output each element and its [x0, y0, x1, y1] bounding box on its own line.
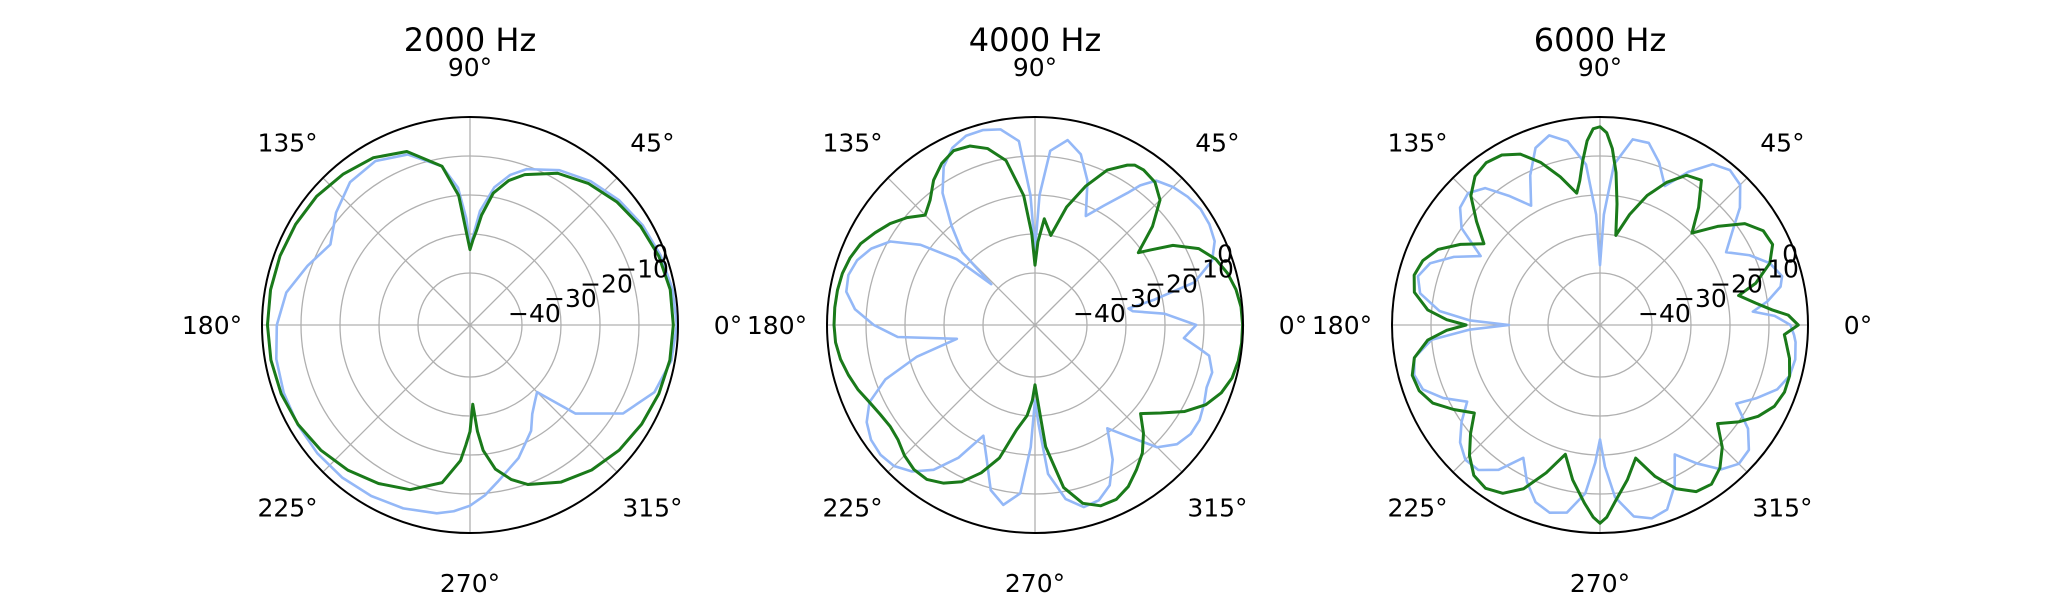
- r-gridline: [1430, 155, 1770, 495]
- chart-title: 6000 Hz: [1534, 21, 1666, 59]
- chart-title: 2000 Hz: [404, 21, 536, 59]
- r-gridline: [378, 233, 562, 417]
- r-tick-label: 0: [1782, 239, 1798, 268]
- r-tick-label: −40: [1638, 299, 1691, 328]
- theta-gridline: [1599, 177, 1748, 326]
- theta-gridline: [469, 324, 618, 473]
- theta-tick-label-0: 0°: [1844, 311, 1872, 340]
- r-tick-label: 0: [652, 239, 668, 268]
- theta-tick-label-270: 270°: [440, 569, 500, 598]
- polar-chart-4000-hz: 4000 Hz 0° 45° 90° 135° 180° 225° 270° 315° −40−3…: [747, 21, 1307, 598]
- theta-tick-label-90: 90°: [1013, 53, 1057, 82]
- r-tick-label: −10: [1181, 254, 1234, 283]
- series-line-2: [1410, 125, 1800, 525]
- r-tick-label: −20: [580, 269, 633, 298]
- r-gridline: [904, 194, 1166, 456]
- theta-tick-label-0: 0°: [1279, 311, 1307, 340]
- theta-tick-label-135: 135°: [822, 129, 882, 158]
- r-gridline: [417, 272, 523, 378]
- r-tick-label: −20: [1710, 269, 1763, 298]
- theta-tick-label-315: 315°: [622, 493, 682, 522]
- theta-tick-label-180: 180°: [1312, 311, 1372, 340]
- series-line-1: [275, 153, 679, 515]
- r-gridline: [1547, 272, 1653, 378]
- theta-tick-label-315: 315°: [1187, 493, 1247, 522]
- theta-tick-label-45: 45°: [1760, 129, 1804, 158]
- r-tick-label: −30: [1674, 284, 1727, 313]
- theta-gridline: [469, 177, 618, 326]
- r-tick-label: −10: [616, 254, 669, 283]
- polar-frame: [1391, 116, 1809, 534]
- theta-gridline: [322, 324, 471, 473]
- polar-frame: [826, 116, 1244, 534]
- theta-tick-label-45: 45°: [630, 129, 674, 158]
- theta-tick-label-270: 270°: [1005, 569, 1065, 598]
- series-line-1: [1412, 134, 1797, 520]
- theta-tick-label-225: 225°: [822, 493, 882, 522]
- theta-tick-label-270: 270°: [1570, 569, 1630, 598]
- theta-gridline: [1034, 324, 1183, 473]
- theta-tick-label-225: 225°: [1387, 493, 1447, 522]
- polar-chart-6000-hz: 6000 Hz 0° 45° 90° 135° 180° 225° 270° 315° −40−3…: [1312, 21, 1872, 598]
- r-tick-label: 0: [1217, 239, 1233, 268]
- theta-gridline: [1452, 324, 1601, 473]
- r-tick-label: −40: [1073, 299, 1126, 328]
- theta-tick-label-45: 45°: [1195, 129, 1239, 158]
- polar-chart-2000-hz: 2000 Hz 0° 45° 90° 135° 180° 225° 270° 315° −40−3…: [182, 21, 742, 598]
- chart-title: 4000 Hz: [969, 21, 1101, 59]
- series-line-1: [844, 128, 1216, 509]
- theta-gridline: [887, 324, 1036, 473]
- theta-tick-label-225: 225°: [257, 493, 317, 522]
- r-gridline: [1469, 194, 1731, 456]
- series-line-2: [832, 144, 1245, 508]
- r-tick-label: −30: [1109, 284, 1162, 313]
- theta-tick-label-135: 135°: [1387, 129, 1447, 158]
- theta-tick-label-135: 135°: [257, 129, 317, 158]
- r-gridline: [982, 272, 1088, 378]
- r-tick-label: −30: [544, 284, 597, 313]
- r-gridline: [339, 194, 601, 456]
- theta-tick-label-180: 180°: [182, 311, 242, 340]
- theta-gridline: [1599, 324, 1748, 473]
- r-tick-label: −20: [1145, 269, 1198, 298]
- polar-frame: [261, 116, 679, 534]
- theta-tick-label-180: 180°: [747, 311, 807, 340]
- r-gridline: [300, 155, 640, 495]
- r-tick-label: −40: [508, 299, 561, 328]
- theta-gridline: [1034, 177, 1183, 326]
- series-line-2: [265, 150, 675, 492]
- r-tick-label: −10: [1746, 254, 1799, 283]
- theta-tick-label-0: 0°: [714, 311, 742, 340]
- theta-tick-label-90: 90°: [1578, 53, 1622, 82]
- theta-gridline: [322, 177, 471, 326]
- r-gridline: [865, 155, 1205, 495]
- theta-tick-label-315: 315°: [1752, 493, 1812, 522]
- theta-gridline: [1452, 177, 1601, 326]
- theta-tick-label-90: 90°: [448, 53, 492, 82]
